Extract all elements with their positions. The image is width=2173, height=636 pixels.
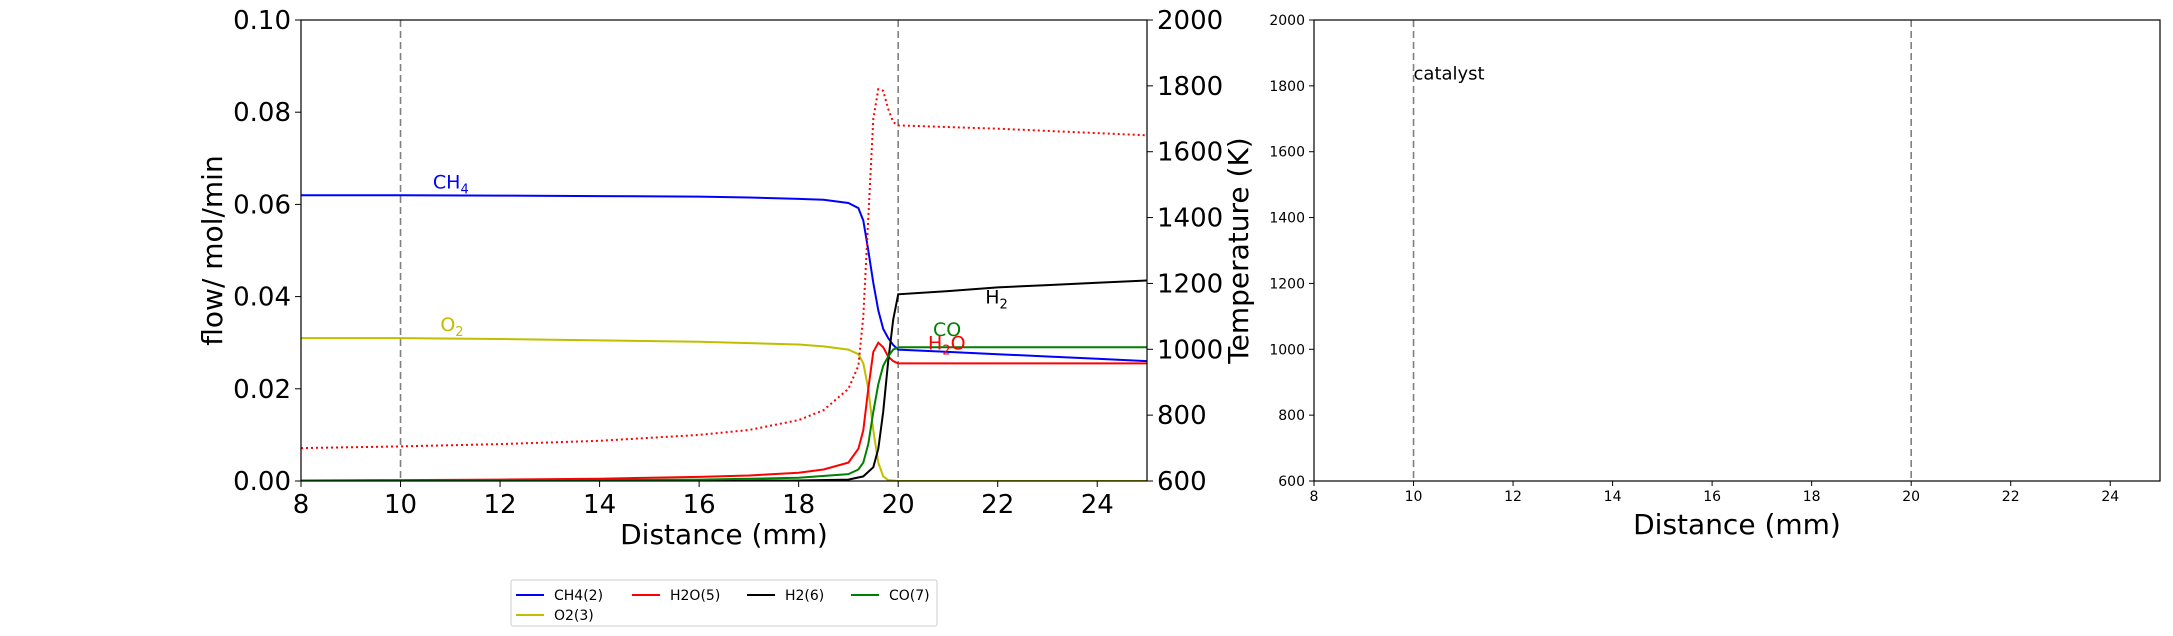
temperature-series-line: [301, 87, 1147, 450]
plot-frame: [300, 19, 1148, 482]
x-tick-label: 8: [293, 490, 310, 520]
x-tick-label: 12: [1504, 489, 1522, 505]
y-tick-label: 0.10: [233, 6, 291, 36]
x-tick-label: 14: [1604, 489, 1622, 505]
x-tick-label: 20: [882, 490, 915, 520]
series-line: [301, 279, 1147, 481]
x-tick-label: 10: [1405, 489, 1423, 505]
x-tick-label: 16: [683, 490, 716, 520]
y-tick-label: 0.08: [233, 98, 291, 128]
x-tick-label: 12: [484, 490, 517, 520]
series-line: [301, 337, 1147, 481]
y-tick-label: 600: [1278, 474, 1305, 490]
series-annotation: H2O: [928, 333, 966, 359]
x-tick-label: 24: [1081, 490, 1114, 520]
y2-tick-label: 2000: [1157, 6, 1223, 36]
y-tick-label: 0.02: [233, 375, 291, 405]
series-annotation: CO: [933, 319, 961, 341]
y-tick-label: 0.06: [233, 190, 291, 220]
legend-label: H2(6): [785, 588, 824, 604]
x-tick-label: 8: [1310, 489, 1319, 505]
y2-tick-label: 1200: [1157, 269, 1223, 299]
x-axis-label: Distance (mm): [620, 518, 828, 551]
y-tick-label: 0.00: [233, 467, 291, 497]
legend-label: CO(7): [889, 588, 930, 604]
x-tick-label: 24: [2101, 489, 2119, 505]
x-tick-label: 18: [1803, 489, 1821, 505]
y-axis-label: flow/ mol/min: [196, 155, 229, 345]
plot-frame: [1313, 19, 2161, 482]
y-tick-label: 1200: [1269, 276, 1305, 292]
catalyst-annotation: catalyst: [1414, 63, 1485, 84]
x-tick-label: 22: [2002, 489, 2020, 505]
legend-frame: [510, 579, 938, 627]
y2-tick-label: 600: [1157, 467, 1207, 497]
x-tick-label: 20: [1902, 489, 1920, 505]
series-line: [301, 194, 1147, 363]
y2-tick-label: 1000: [1157, 335, 1223, 365]
y2-tick-label: 1800: [1157, 72, 1223, 102]
x-tick-label: 14: [583, 490, 616, 520]
y-tick-label: 2000: [1269, 13, 1305, 29]
series-line: [301, 346, 1147, 481]
series-annotation: CH4: [433, 171, 469, 197]
y-tick-label: 0.04: [233, 283, 291, 313]
y-tick-label: 1400: [1269, 211, 1305, 227]
legend-label: H2O(5): [670, 588, 720, 604]
y-tick-label: 1800: [1269, 79, 1305, 95]
y2-tick-label: 800: [1157, 401, 1207, 431]
y-tick-label: 1000: [1269, 342, 1305, 358]
y2-axis-label: Temperature (K): [1222, 137, 1255, 364]
catalyst-temperature-chart: 8 10 12 14 16 18 20 22 24 600 800 1000 1200 1400 1600 1…: [1269, 13, 2161, 541]
x-axis-label: Distance (mm): [1633, 508, 1841, 541]
series-line: [301, 341, 1147, 481]
x-tick-label: 18: [782, 490, 815, 520]
legend-label: O2(3): [554, 608, 594, 624]
x-tick-label: 16: [1703, 489, 1721, 505]
series-annotation: H2: [985, 287, 1008, 313]
y2-tick-label: 1600: [1157, 138, 1223, 168]
x-tick-label: 10: [384, 490, 417, 520]
legend-label: CH4(2): [554, 588, 603, 604]
legend: CH4(2) H2O(5) H2(6) CO(7) O2(3): [510, 579, 938, 627]
y-tick-label: 800: [1278, 408, 1305, 424]
y-tick-label: 1600: [1269, 145, 1305, 161]
series-annotation: O2: [440, 314, 463, 340]
x-tick-label: 22: [981, 490, 1014, 520]
y2-tick-label: 1400: [1157, 204, 1223, 234]
flow-temperature-chart: 8 10 12 14 16 18 20 22 24 0.00 0.02 0.04 0.06 0.08 0.1…: [196, 6, 1255, 551]
